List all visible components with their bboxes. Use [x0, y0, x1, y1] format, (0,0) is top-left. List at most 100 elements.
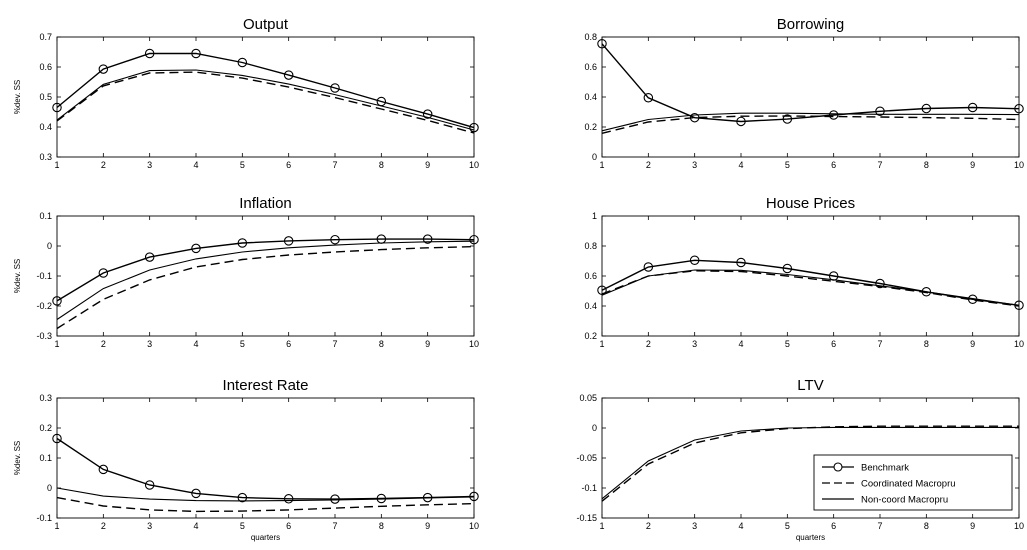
y-tick-label: 0.4	[584, 92, 597, 102]
x-tick-label: 1	[54, 160, 59, 170]
x-tick-label: 5	[240, 521, 245, 531]
x-tick-label: 6	[831, 521, 836, 531]
y-tick-label: 0.1	[39, 211, 52, 221]
series-point-benchmark	[237, 57, 248, 68]
x-axis-label: quarters	[251, 533, 280, 542]
series-point-benchmark	[98, 268, 109, 278]
series-point-benchmark	[191, 488, 201, 499]
series-point-benchmark	[144, 48, 155, 59]
x-tick-label: 8	[924, 160, 929, 170]
series-point-benchmark	[643, 93, 654, 103]
x-tick-label: 4	[738, 521, 743, 531]
y-tick-label: 0.7	[39, 32, 52, 42]
series-line-coordinated-macropru	[601, 115, 1020, 134]
series-point-benchmark	[283, 236, 294, 246]
series-point-benchmark	[736, 116, 746, 127]
series-point-benchmark	[283, 494, 294, 504]
x-tick-label: 3	[692, 521, 697, 531]
series-point-benchmark	[967, 102, 978, 113]
series-line-coordinated-macropru	[56, 71, 475, 134]
series-point-benchmark	[689, 255, 700, 265]
plot-frame	[601, 215, 1020, 337]
series-point-benchmark	[237, 238, 248, 248]
x-tick-label: 10	[469, 339, 479, 349]
y-tick-label: -0.05	[576, 453, 597, 463]
series-point-benchmark	[597, 38, 607, 49]
plot-frame	[56, 397, 475, 519]
x-tick-label: 3	[147, 160, 152, 170]
chart-title: Borrowing	[777, 16, 845, 33]
series-point-benchmark	[144, 252, 155, 262]
x-tick-label: 1	[599, 160, 604, 170]
y-tick-label: -0.2	[36, 301, 52, 311]
series-point-benchmark	[597, 285, 607, 295]
y-tick-label: 0.3	[39, 393, 52, 403]
y-tick-label: -0.3	[36, 331, 52, 341]
y-tick-label: 0.6	[39, 62, 52, 72]
x-tick-label: 9	[970, 339, 975, 349]
plot-frame	[56, 36, 475, 158]
x-tick-label: 5	[240, 339, 245, 349]
y-axis-label: %dev. SS	[13, 80, 22, 115]
series-point-benchmark	[191, 243, 201, 254]
plot-frame	[601, 36, 1020, 158]
y-tick-label: 0.8	[584, 241, 597, 251]
series-point-benchmark	[330, 83, 340, 93]
series-point-benchmark	[469, 122, 479, 133]
y-tick-label: -0.1	[581, 483, 597, 493]
y-tick-label: 0.2	[584, 331, 597, 341]
y-tick-label: 0.2	[584, 122, 597, 132]
y-tick-label: 0.3	[39, 152, 52, 162]
x-tick-label: 6	[286, 339, 291, 349]
chart-title: Inflation	[239, 195, 292, 212]
series-line-benchmark	[56, 238, 475, 302]
x-tick-label: 7	[332, 521, 337, 531]
series-line-non-coord-macropru	[56, 240, 475, 320]
plot-frame	[56, 215, 475, 337]
x-tick-label: 4	[193, 339, 198, 349]
x-tick-label: 1	[54, 521, 59, 531]
y-tick-label: 0	[47, 483, 52, 493]
series-point-benchmark	[237, 492, 248, 503]
x-tick-label: 3	[147, 521, 152, 531]
x-tick-label: 5	[785, 160, 790, 170]
chart-panel-5: Interest Rate -0.1 0 0.1 0.2 0.3 1 2 3 4 5 6 7 8 9 10 %d…	[13, 377, 479, 542]
series-point-benchmark	[52, 102, 62, 113]
chart-panel-6: LTV -0.15 -0.1 -0.05 0 0.05 1 2 3 4 5 6 7 8 9 10 quarter…	[576, 377, 1024, 542]
x-tick-label: 7	[332, 339, 337, 349]
series-line-benchmark	[601, 43, 1020, 123]
series-point-benchmark	[875, 278, 885, 289]
x-tick-label: 6	[286, 160, 291, 170]
x-tick-label: 5	[240, 160, 245, 170]
series-point-benchmark	[52, 433, 62, 444]
x-axis-label: quarters	[796, 533, 825, 542]
y-tick-label: 0.6	[584, 62, 597, 72]
series-point-benchmark	[782, 263, 793, 274]
series-point-benchmark	[469, 491, 479, 502]
x-tick-label: 2	[646, 521, 651, 531]
x-tick-label: 5	[785, 521, 790, 531]
x-tick-label: 1	[599, 521, 604, 531]
series-point-benchmark	[191, 48, 201, 59]
x-tick-label: 2	[101, 160, 106, 170]
x-tick-label: 4	[193, 521, 198, 531]
series-point-benchmark	[828, 110, 839, 120]
chart-panel-1: Output 0.3 0.4 0.5 0.6 0.7 1 2 3 4 5 6 7 8 9 10 %dev. SS	[13, 16, 479, 170]
series-line-non-coord-macropru	[56, 487, 475, 502]
series-line-non-coord-macropru	[601, 269, 1020, 306]
x-tick-label: 3	[692, 160, 697, 170]
series-line-non-coord-macropru	[601, 112, 1020, 132]
series-line-coordinated-macropru	[56, 496, 475, 513]
x-tick-label: 8	[924, 521, 929, 531]
y-axis-label: %dev. SS	[13, 259, 22, 294]
x-tick-label: 5	[785, 339, 790, 349]
series-point-benchmark	[283, 70, 294, 80]
x-tick-label: 7	[877, 339, 882, 349]
series-point-benchmark	[330, 494, 340, 504]
x-tick-label: 7	[332, 160, 337, 170]
chart-panel-4: House Prices 0.2 0.4 0.6 0.8 1 1 2 3 4 5 6 7 8 9 10	[584, 195, 1024, 349]
series-point-benchmark	[422, 109, 433, 119]
x-tick-label: 7	[877, 521, 882, 531]
x-tick-label: 2	[646, 160, 651, 170]
series-point-benchmark	[736, 257, 746, 268]
